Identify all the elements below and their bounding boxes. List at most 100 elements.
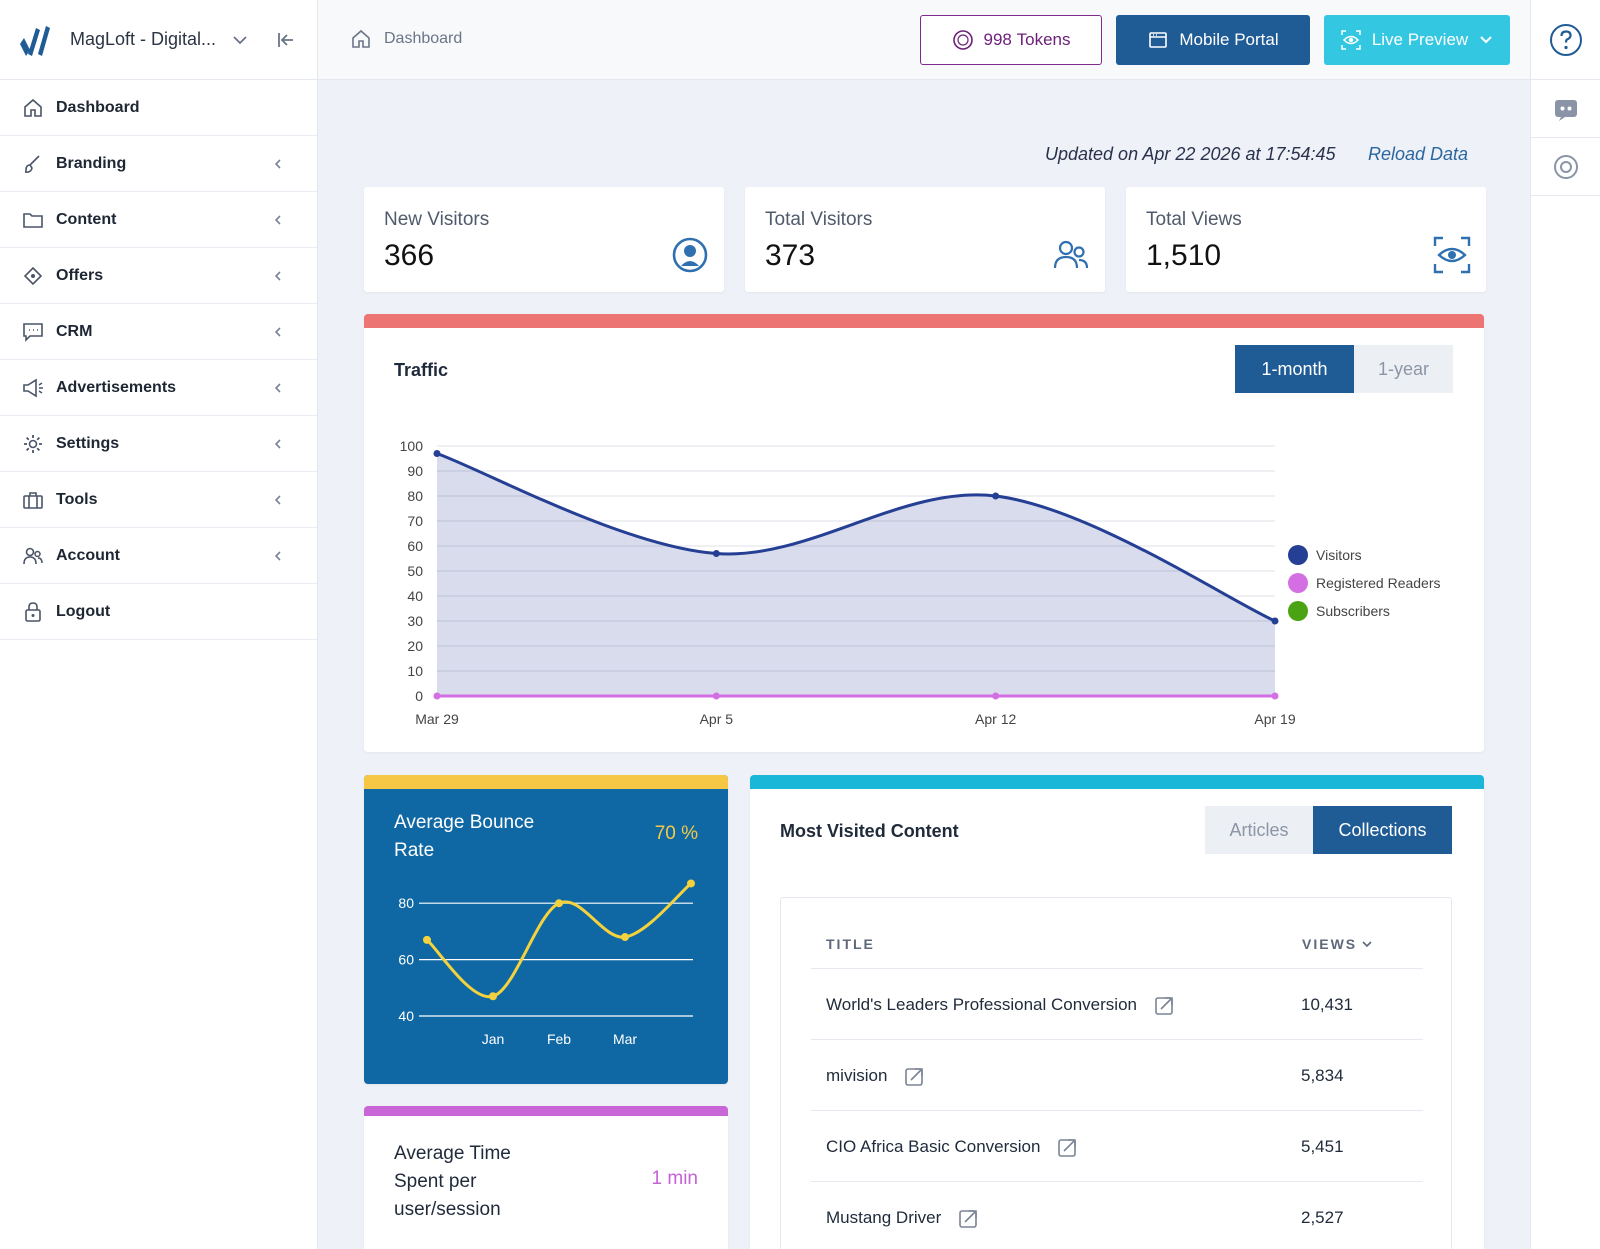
stat-card-total-views: Total Views 1,510 — [1126, 187, 1486, 292]
workspace-name[interactable]: MagLoft - Digital... — [70, 29, 217, 49]
external-link-icon[interactable] — [1056, 1135, 1080, 1159]
stat-card-new-visitors: New Visitors 366 — [364, 187, 724, 292]
breadcrumb[interactable]: Dashboard — [350, 28, 462, 50]
live-preview-label: Live Preview — [1371, 30, 1469, 49]
tab-articles[interactable]: Articles — [1205, 806, 1313, 854]
bounce-chart: 40 60 80 Jan Feb Mar — [398, 879, 695, 1047]
target-button[interactable] — [1531, 138, 1600, 196]
toolbox-icon — [23, 491, 43, 509]
chevron-down-icon[interactable] — [231, 31, 249, 49]
sidebar-item-offers[interactable]: Offers — [0, 248, 317, 304]
sidebar-item-label: Content — [56, 210, 117, 228]
column-header-views[interactable]: VIEWS — [1302, 936, 1373, 952]
range-1-year[interactable]: 1-year — [1354, 345, 1453, 393]
avg-time-value: 1 min — [651, 1168, 698, 1189]
help-button[interactable] — [1531, 0, 1600, 80]
table-row[interactable]: mivision 5,834 — [811, 1039, 1423, 1110]
lock-icon — [25, 601, 41, 622]
home-icon — [352, 29, 370, 48]
chat-button[interactable] — [1531, 80, 1600, 138]
legend-label: Registered Readers — [1316, 575, 1441, 591]
registered-readers-point — [712, 692, 720, 700]
sidebar-item-content[interactable]: Content — [0, 192, 317, 248]
sidebar-item-label: Tools — [56, 490, 98, 508]
legend-swatch — [1288, 601, 1308, 621]
chevron-left-icon — [274, 214, 281, 225]
traffic-card: Traffic 1-month 1-year 0 10 20 30 40 50 60 70 80… — [364, 314, 1484, 752]
y-tick-label: 80 — [398, 895, 414, 911]
bounce-point — [687, 879, 695, 888]
row-title[interactable]: Mustang Driver — [826, 1208, 942, 1227]
card-accent-bar — [364, 1106, 728, 1116]
stat-value: 373 — [765, 239, 816, 272]
users-icon — [1053, 240, 1089, 269]
y-tick-label: 90 — [407, 463, 423, 479]
table-row[interactable]: Mustang Driver 2,527 — [811, 1181, 1423, 1249]
y-tick-label: 80 — [407, 488, 423, 504]
row-title-cell: World's Leaders Professional Conversion — [826, 993, 1177, 1017]
x-tick-label: Apr 12 — [975, 711, 1016, 727]
chevron-left-icon — [274, 550, 281, 561]
sidebar-item-label: Branding — [56, 154, 127, 172]
row-views: 2,527 — [1301, 1208, 1344, 1227]
magloft-logo[interactable] — [16, 20, 56, 60]
tokens-button[interactable]: 998 Tokens — [920, 15, 1102, 65]
collapse-sidebar-icon[interactable] — [275, 29, 297, 51]
range-1-month[interactable]: 1-month — [1235, 345, 1354, 393]
row-title[interactable]: CIO Africa Basic Conversion — [826, 1137, 1041, 1156]
registered-readers-point — [1271, 692, 1279, 700]
card-accent-bar — [364, 775, 728, 789]
visitors-point — [433, 450, 441, 457]
chevron-left-icon — [274, 270, 281, 281]
row-title[interactable]: World's Leaders Professional Conversion — [826, 995, 1137, 1014]
sidebar-item-account[interactable]: Account — [0, 528, 317, 584]
tokens-label: Tokens — [1016, 30, 1071, 49]
legend-swatch — [1288, 573, 1308, 593]
most-visited-title: Most Visited Content — [780, 821, 959, 841]
row-title[interactable]: mivision — [826, 1066, 888, 1085]
external-link-icon[interactable] — [957, 1206, 981, 1230]
sidebar-item-crm[interactable]: CRM — [0, 304, 317, 360]
external-link-icon[interactable] — [1153, 993, 1177, 1017]
stat-title: Total Views — [1146, 209, 1242, 230]
bounce-point — [489, 992, 497, 1001]
top-bar: Dashboard 998 Tokens Mobile Portal Live … — [318, 0, 1530, 80]
bounce-value: 70 % — [654, 823, 698, 844]
live-preview-button[interactable]: Live Preview — [1324, 15, 1510, 65]
legend-label: Subscribers — [1316, 603, 1390, 619]
reload-data-link[interactable]: Reload Data — [1368, 144, 1469, 164]
sidebar-item-branding[interactable]: Branding — [0, 136, 317, 192]
x-tick-label: Feb — [547, 1031, 571, 1047]
external-link-icon[interactable] — [903, 1064, 927, 1088]
table-row[interactable]: World's Leaders Professional Conversion 1… — [811, 968, 1423, 1039]
visitors-line — [436, 452, 1276, 623]
tab-collections[interactable]: Collections — [1313, 806, 1452, 854]
discord-icon — [1554, 99, 1577, 121]
tag-icon — [23, 266, 43, 285]
y-tick-label: 100 — [400, 438, 424, 454]
sidebar-item-label: CRM — [56, 322, 93, 340]
bounce-point — [423, 935, 431, 944]
users-icon — [23, 547, 43, 564]
mobile-portal-button[interactable]: Mobile Portal — [1116, 15, 1310, 65]
eye-scan-icon — [1341, 30, 1361, 50]
stat-title: Total Visitors — [765, 209, 873, 230]
sidebar-item-settings[interactable]: Settings — [0, 416, 317, 472]
column-header-title[interactable]: TITLE — [826, 936, 875, 952]
stat-value: 1,510 — [1146, 239, 1222, 272]
column-header-views-label: VIEWS — [1302, 936, 1358, 952]
tokens-count: 998 — [983, 30, 1012, 49]
sidebar-item-tools[interactable]: Tools — [0, 472, 317, 528]
x-tick-label: Apr 19 — [1254, 711, 1295, 727]
chevron-left-icon — [274, 382, 281, 393]
bounce-title: Average Bounce Rate — [394, 812, 535, 861]
target-icon — [1553, 154, 1578, 179]
sidebar-item-advertisements[interactable]: Advertisements — [0, 360, 317, 416]
sidebar-nav: Dashboard Branding Content Offers CRM Adverti… — [0, 80, 317, 640]
sidebar-item-dashboard[interactable]: Dashboard — [0, 80, 317, 136]
table-row[interactable]: CIO Africa Basic Conversion 5,451 — [811, 1110, 1423, 1181]
sidebar-item-logout[interactable]: Logout — [0, 584, 317, 640]
y-tick-label: 70 — [407, 513, 423, 529]
y-tick-label: 60 — [398, 952, 414, 968]
breadcrumb-label: Dashboard — [384, 30, 463, 47]
